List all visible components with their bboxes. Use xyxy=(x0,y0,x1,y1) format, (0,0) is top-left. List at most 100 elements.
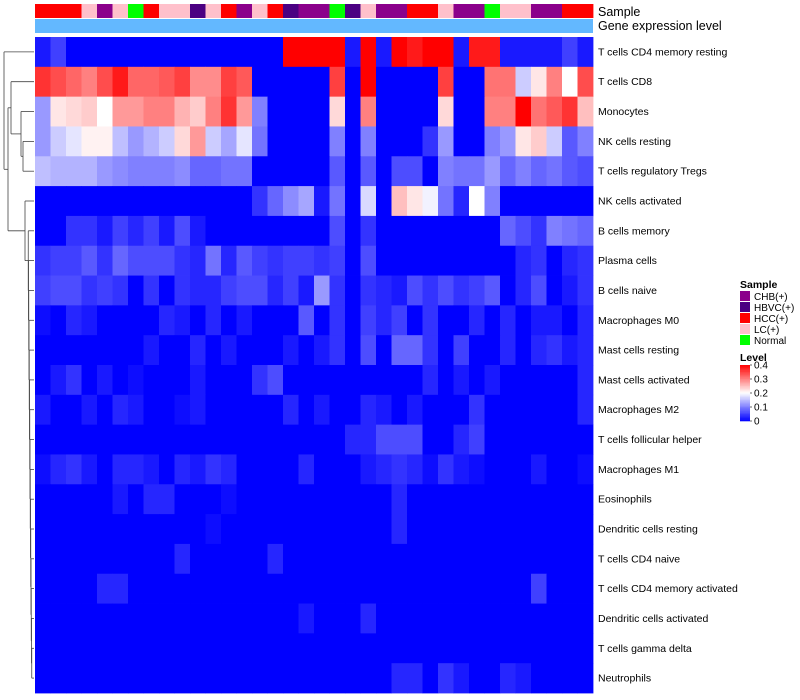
heatmap-cell xyxy=(128,215,144,247)
heatmap-cell xyxy=(531,603,547,634)
legend-sample-items: CHB(+)HBVC(+)HCC(+)LC(+)Normal xyxy=(740,291,794,347)
sample-track-cell xyxy=(97,4,113,18)
row-label: B cells naive xyxy=(598,285,657,297)
heatmap-cell xyxy=(283,454,299,485)
heatmap-cell xyxy=(159,633,175,664)
heatmap-cell xyxy=(345,573,361,604)
heatmap-cell xyxy=(562,215,578,247)
heatmap-cell xyxy=(562,454,578,485)
heatmap-cell xyxy=(360,573,377,604)
heatmap-cell xyxy=(298,126,315,157)
heatmap-cell xyxy=(298,484,315,515)
heatmap-cell xyxy=(159,365,175,396)
heatmap-cell xyxy=(112,424,129,455)
heatmap-cell xyxy=(283,186,299,217)
heatmap-cell xyxy=(360,275,377,306)
heatmap-cell xyxy=(438,275,454,306)
heatmap-cell xyxy=(252,573,268,604)
heatmap-cell xyxy=(190,454,206,485)
heatmap-cell xyxy=(376,37,392,68)
heatmap-cell xyxy=(453,543,470,575)
heatmap-cell xyxy=(329,37,346,68)
row-label: T cells CD8 xyxy=(598,76,652,88)
heatmap-cell xyxy=(66,663,82,694)
heatmap-cell xyxy=(35,215,51,247)
legend-colorbar-segment xyxy=(740,376,750,378)
sample-track-cell xyxy=(314,4,330,18)
heatmap-cell xyxy=(112,305,129,336)
sample-track-cell xyxy=(50,4,67,18)
heatmap-cell xyxy=(391,245,408,276)
heatmap-cell xyxy=(190,514,206,545)
heatmap-cell xyxy=(298,603,315,634)
heatmap-cell xyxy=(252,514,268,545)
heatmap-cell xyxy=(81,484,98,515)
heatmap-cell xyxy=(422,126,439,157)
heatmap-cell xyxy=(221,424,237,455)
legend-label: CHB(+) xyxy=(754,292,788,303)
heatmap-cell xyxy=(314,335,330,366)
heatmap-cell xyxy=(252,543,268,575)
heatmap-cell xyxy=(562,484,578,515)
heatmap-cell xyxy=(97,186,113,217)
heatmap-cell xyxy=(81,305,98,336)
heatmap-cell xyxy=(298,543,315,575)
heatmap-cell xyxy=(422,96,439,127)
heatmap-cell xyxy=(376,573,392,604)
heatmap-cell xyxy=(81,365,98,396)
heatmap-cell xyxy=(562,335,578,366)
heatmap-cell xyxy=(159,156,175,187)
heatmap-cell xyxy=(66,305,82,336)
row-label: Macrophages M1 xyxy=(598,464,679,476)
heatmap-cell xyxy=(128,186,144,217)
heatmap-cell xyxy=(35,96,51,127)
sample-track-cell xyxy=(345,4,361,18)
heatmap-cell xyxy=(128,484,144,515)
heatmap-cell xyxy=(329,454,346,485)
heatmap-cell xyxy=(252,424,268,455)
heatmap-cell xyxy=(577,305,594,336)
heatmap-cell xyxy=(407,37,423,68)
heatmap-cell xyxy=(174,514,191,545)
heatmap-cell xyxy=(546,186,563,217)
heatmap-cell xyxy=(97,66,113,98)
heatmap-cell xyxy=(500,454,516,485)
heatmap-cell xyxy=(81,275,98,306)
heatmap-cell xyxy=(453,275,470,306)
heatmap-cell xyxy=(500,663,516,694)
row-label: Monocytes xyxy=(598,106,649,118)
heatmap-cell xyxy=(422,275,439,306)
heatmap-cell xyxy=(531,633,547,664)
heatmap-cell xyxy=(484,394,501,426)
legend-colorbar-segment xyxy=(740,401,750,404)
heatmap-cell xyxy=(531,454,547,485)
heatmap-cell xyxy=(577,543,594,575)
heatmap-cell xyxy=(360,215,377,247)
heatmap-cell xyxy=(190,543,206,575)
sample-track-cell xyxy=(484,4,501,18)
heatmap-cell xyxy=(143,215,160,247)
heatmap-cell xyxy=(577,514,594,545)
heatmap-cell xyxy=(221,215,237,247)
heatmap-cell xyxy=(391,156,408,187)
heatmap-cell xyxy=(438,66,454,98)
heatmap-cell xyxy=(469,335,485,366)
heatmap-cell xyxy=(577,603,594,634)
heatmap-cell xyxy=(205,394,222,426)
heatmap-cell xyxy=(97,275,113,306)
heatmap-cell xyxy=(515,335,532,366)
heatmap-cell xyxy=(577,365,594,396)
heatmap-cell xyxy=(236,275,253,306)
heatmap-cell xyxy=(407,663,423,694)
heatmap-cell xyxy=(81,663,98,694)
heatmap-cell xyxy=(221,394,237,426)
legend-colorbar-segment xyxy=(740,394,750,397)
heatmap-cell xyxy=(376,424,392,455)
heatmap-cell xyxy=(174,66,191,98)
legend-colorbar-segment xyxy=(740,365,750,367)
heatmap-cell xyxy=(50,543,67,575)
heatmap-cell xyxy=(205,245,222,276)
heatmap-cell xyxy=(50,37,67,68)
heatmap-cell xyxy=(546,424,563,455)
heatmap-cell xyxy=(360,603,377,634)
